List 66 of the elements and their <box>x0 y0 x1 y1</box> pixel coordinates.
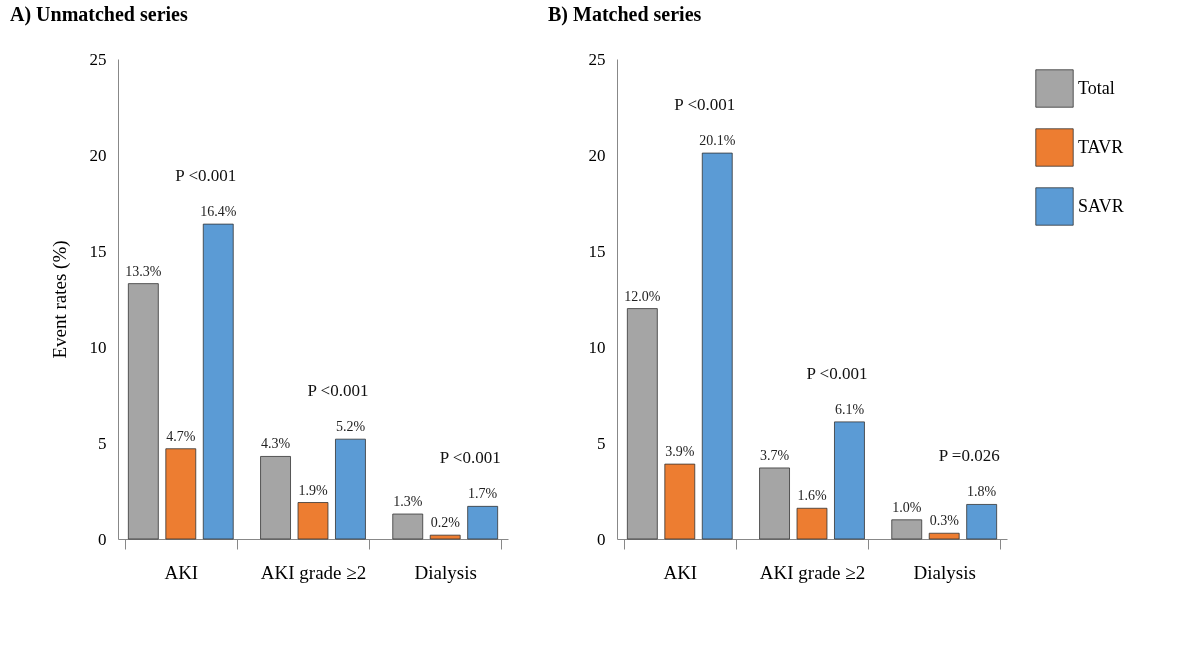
annotation: P <0.001 <box>175 166 237 186</box>
data-label: 6.1% <box>834 401 865 417</box>
bar <box>891 519 923 540</box>
data-label: 1.9% <box>298 482 328 498</box>
x-tick-label: AKI grade ≥2 <box>759 561 866 583</box>
data-label: 16.4% <box>200 204 237 220</box>
y-tick-label: 15 <box>588 241 606 261</box>
data-label: 4.3% <box>260 436 291 452</box>
y-tick-label: 25 <box>89 49 107 69</box>
y-tick-label: 5 <box>597 433 606 453</box>
data-label: 0.2% <box>430 515 461 531</box>
bar <box>626 308 658 540</box>
y-axis-title: Event rates (%) <box>48 240 71 359</box>
annotation: P <0.001 <box>674 95 736 115</box>
data-label: 1.6% <box>797 488 827 504</box>
x-tick-label: AKI <box>164 561 199 583</box>
data-label: 0.3% <box>929 513 960 529</box>
y-tick-label: 5 <box>98 433 107 453</box>
bar <box>429 534 461 540</box>
bar <box>297 502 329 540</box>
bar <box>759 467 790 540</box>
y-tick-label: 20 <box>89 145 107 165</box>
data-label: 12.0% <box>624 288 661 304</box>
legend-label: SAVR <box>1078 195 1124 216</box>
bar <box>260 456 291 540</box>
bar <box>834 421 865 540</box>
data-label: 4.7% <box>166 428 196 444</box>
chart-title: A) Unmatched series <box>10 3 188 26</box>
bar <box>202 223 234 540</box>
x-tick-label: Dialysis <box>913 561 976 583</box>
bar <box>335 438 366 540</box>
bar <box>966 504 998 540</box>
x-tick-label: Dialysis <box>414 561 477 583</box>
data-label: 3.7% <box>759 447 790 463</box>
bar <box>392 513 424 540</box>
bar <box>165 448 197 540</box>
y-tick-label: 0 <box>98 529 107 549</box>
data-label: 3.9% <box>665 444 695 460</box>
bar <box>928 532 960 540</box>
chart-title: B) Matched series <box>548 3 702 26</box>
data-label: 13.3% <box>125 263 162 279</box>
legend-label: Total <box>1078 77 1115 98</box>
data-label: 1.7% <box>468 486 498 502</box>
y-tick-label: 10 <box>89 337 107 357</box>
data-label: 1.3% <box>393 494 423 510</box>
y-tick-label: 20 <box>588 145 606 165</box>
y-tick-label: 25 <box>588 49 606 69</box>
bar <box>796 507 828 540</box>
data-label: 20.1% <box>699 133 736 149</box>
data-label: 1.0% <box>892 499 922 515</box>
y-tick-label: 10 <box>588 337 606 357</box>
bar <box>701 152 733 540</box>
data-label: 5.2% <box>335 419 366 435</box>
annotation: P =0.026 <box>938 446 1000 466</box>
annotation: P <0.001 <box>307 381 369 401</box>
bar <box>127 283 159 540</box>
x-tick-label: AKI <box>663 561 698 583</box>
x-tick-label: AKI grade ≥2 <box>260 561 367 583</box>
annotation: P <0.001 <box>439 448 501 468</box>
data-label: 1.8% <box>967 484 997 500</box>
bar <box>467 505 499 540</box>
y-tick-label: 15 <box>89 241 107 261</box>
annotation: P <0.001 <box>806 363 868 383</box>
y-tick-label: 0 <box>597 529 606 549</box>
bar <box>664 463 696 540</box>
legend-label: TAVR <box>1078 136 1124 157</box>
